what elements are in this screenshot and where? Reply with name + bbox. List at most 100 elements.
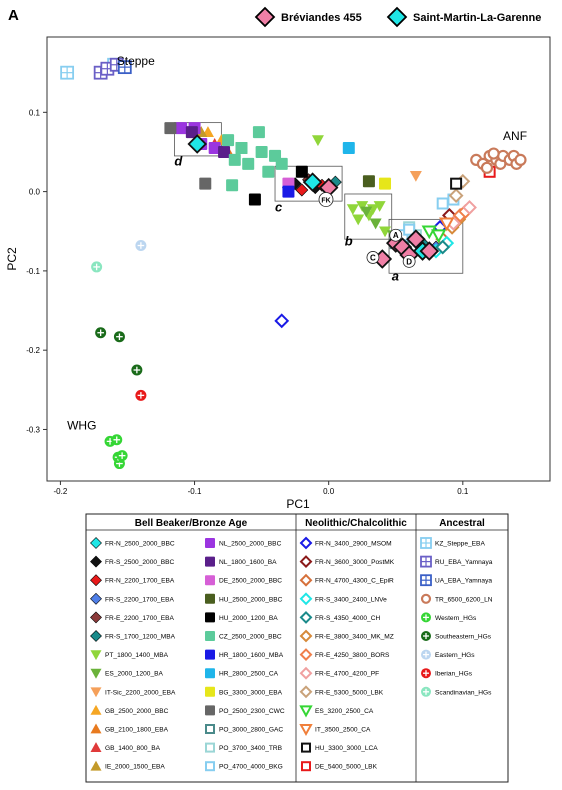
point-es-2000-1200-ba (369, 218, 382, 230)
cluster-box-b (344, 193, 393, 240)
legend-label-es-2000-1200-ba: ES_2000_1200_BA (105, 671, 164, 678)
annotation-c: c (275, 199, 283, 214)
top-legend-label-br-viandes-455: Bréviandes 455 (281, 12, 362, 24)
legend-label-hu-3300-3000-lca: HU_3300_3000_LCA (315, 745, 378, 752)
axes: -0.2 -0.1 0.0 0.1 0.1 0.0 -0.1 -0.2 -0.3 (26, 108, 469, 496)
annotation-whg: WHG (67, 418, 96, 432)
point-cz-2500-2000-bbc (252, 126, 265, 139)
point-tr-6500-6200-ln (487, 147, 500, 160)
legend-marker-de-5400-5000-lbk (301, 761, 311, 772)
point-fr-n-3400-2900-msom (274, 313, 290, 329)
legend-label-fr-e-5300-5000-lbk: FR-E_5300_5000_LBK (315, 689, 384, 696)
point-nl-1800-1600-ba (185, 126, 198, 139)
legend-label-fr-s-1700-1200-mba: FR-S_1700_1200_MBA (105, 634, 176, 641)
top-legend-label-saint-martin-la-garenne: Saint-Martin-La-Garenne (413, 12, 541, 24)
legend-label-ie-2000-1500-eba: IE_2000_1500_EBA (105, 764, 165, 771)
legend-marker-fr-s-2200-1700-eba (90, 592, 102, 605)
legend-marker-fr-n-4700-4300-c-epir (299, 573, 313, 587)
point-po-2500-2300-cwc (199, 177, 212, 190)
legend-marker-iberian-hgs (421, 668, 431, 679)
legend-label-it-sic-2200-2000-eba: IT-Sic_2200_2000_EBA (105, 689, 176, 696)
legend-marker-hu-3300-3000-lca (301, 742, 311, 753)
point-pt-1800-1400-mba (373, 201, 386, 212)
legend-marker-fr-n-3600-3000-postmk (299, 555, 313, 569)
x-tick-label: -0.1 (188, 487, 202, 496)
legend-marker-es-2000-1200-ba (90, 668, 102, 679)
point-saint-martin-la-garenne (302, 172, 323, 192)
legend-label-fr-e-4700-4200-pf: FR-E_4700_4200_PF (315, 671, 379, 678)
point-cz-2500-2000-bbc (275, 157, 288, 170)
legend-marker-scandinavian-hgs (421, 686, 431, 697)
legend-table: Bell Beaker/Bronze Age Neolithic/Chalcoli… (85, 513, 509, 783)
legend-marker-po-3700-3400-trb (205, 742, 215, 753)
legend-marker-eastern-hgs (421, 649, 431, 660)
legend-marker-fr-n-3400-2900-msom (299, 536, 313, 550)
legend-label-fr-n-2200-1700-eba: FR-N_2200_1700_EBA (105, 578, 175, 585)
legend-marker-fr-s-2500-2000-bbc (90, 555, 102, 568)
legend-marker-fr-e-4250-3800-bors (299, 648, 313, 662)
point-pt-1800-1400-mba (379, 226, 392, 238)
y-tick-label: -0.2 (26, 346, 40, 355)
point-po-4700-4000-bkg (436, 197, 449, 210)
y-tick-label: -0.3 (26, 425, 40, 434)
point-southeastern-hgs (95, 327, 107, 339)
legend-label-fr-s-2200-1700-eba: FR-S_2200_1700_EBA (105, 596, 175, 603)
legend-label-ru-eba-yamnaya: RU_EBA_Yamnaya (435, 559, 493, 566)
legend-title-ancestral: Ancestral (439, 518, 485, 529)
point-pt-1800-1400-mba (356, 201, 369, 212)
point-fr-n-2200-1700-eba (295, 183, 309, 197)
legend-label-fr-s-4350-4000-ch: FR-S_4350_4000_CH (315, 615, 380, 622)
legend-label-hu-2500-2000-bbc: HU_2500_2000_BBC (219, 596, 283, 603)
legend-label-pt-1800-1400-mba: PT_1800_1400_MBA (105, 652, 169, 659)
legend-marker-fr-e-2200-1700-eba (90, 611, 102, 624)
legend-label-de-5400-5000-lbk: DE_5400_5000_LBK (315, 764, 378, 771)
point-hu-3300-3000-lca (450, 177, 463, 190)
x-axis-label: PC1 (286, 497, 310, 511)
legend-marker-fr-e-4700-4200-pf (299, 666, 313, 680)
point-pt-1800-1400-mba (352, 214, 365, 226)
legend-label-cz-2500-2000-bbc: CZ_2500_2000_BBC (219, 634, 282, 641)
legend-marker-hu-2000-1200-ba (205, 612, 215, 623)
point-hu-2000-1200-ba (295, 165, 308, 178)
data-points (60, 57, 527, 470)
annotation-d: d (174, 153, 183, 168)
x-tick-label: -0.2 (54, 487, 68, 496)
legend-label-bg-3300-3000-eba: BG_3300_3000_EBA (219, 689, 283, 696)
point-tr-6500-6200-ln (514, 153, 527, 166)
y-tick-label: 0.0 (29, 188, 41, 197)
annotation-anf: ANF (503, 129, 527, 143)
annotations: Steppe ANF WHG a b c d FK A C D (67, 54, 527, 433)
legend-marker-ie-2000-1500-eba (90, 760, 102, 771)
legend-label-hr-2800-2500-ca: HR_2800_2500_CA (219, 671, 279, 678)
legend-label-nl-1800-1600-ba: NL_1800_1600_BA (219, 559, 277, 566)
legend-marker-nl-1800-1600-ba (205, 556, 215, 567)
point-es-2000-1200-ba (360, 206, 373, 218)
svg-text:C: C (370, 253, 376, 262)
legend-label-scandinavian-hgs: Scandinavian_HGs (435, 689, 492, 696)
legend-marker-hr-2800-2500-ca (205, 668, 215, 679)
legend-marker-kz-steppe-eba (420, 537, 432, 549)
legend-label-po-3700-3400-trb: PO_3700_3400_TRB (219, 745, 283, 752)
legend-label-fr-e-3800-3400-mk-mz: FR-E_3800_3400_MK_MZ (315, 634, 394, 641)
point-western-hgs (116, 450, 128, 462)
point-it-3500-2500-ca (439, 217, 455, 232)
legend-marker-de-2500-2000-bbc (205, 575, 215, 586)
legend-label-it-3500-2500-ca: IT_3500_2500_CA (315, 727, 371, 734)
point-po-2500-2300-cwc (164, 122, 177, 135)
legend-label-gb-2100-1800-eba: GB_2100_1800_EBA (105, 727, 169, 734)
legend-marker-ua-eba-yamnaya (420, 574, 432, 587)
point-saint-martin-la-garenne (187, 134, 208, 154)
sample-label-d: D (402, 254, 416, 268)
legend-marker-fr-s-3400-2400-lnve (299, 592, 313, 606)
legend-label-fr-n-2500-2000-bbc: FR-N_2500_2000_BBC (105, 541, 175, 548)
legend-marker-fr-e-5300-5000-lbk (299, 685, 313, 699)
legend-title-bell-beaker-bronze-age: Bell Beaker/Bronze Age (135, 518, 248, 529)
legend-label-nl-2500-2000-bbc: NL_2500_2000_BBC (219, 541, 282, 548)
point-fr-s-4350-4000-ch (435, 239, 451, 255)
legend-marker-southeastern-hgs (421, 631, 431, 641)
legend-label-fr-n-3600-3000-postmk: FR-N_3600_3000_PostMK (315, 559, 395, 566)
point-eastern-hgs (135, 240, 147, 252)
legend-label-southeastern-hgs: Southeastern_HGs (435, 634, 492, 641)
legend-label-fr-n-3400-2900-msom: FR-N_3400_2900_MSOM (315, 541, 392, 548)
top-legend-marker-br-viandes-455 (254, 6, 276, 28)
